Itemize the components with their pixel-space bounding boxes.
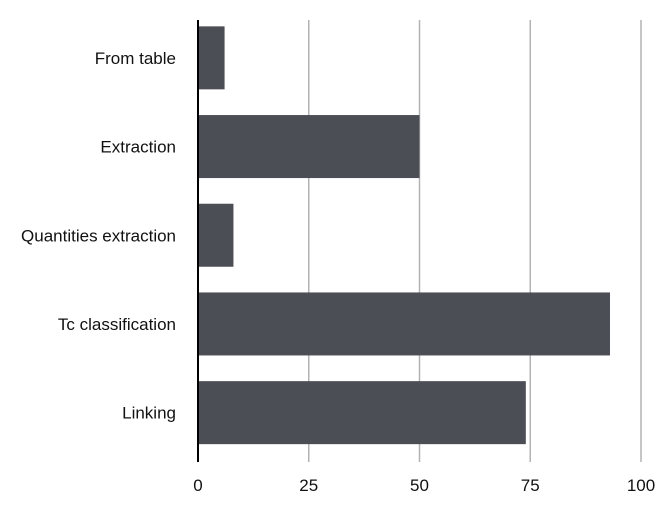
category-label: Tc classification [58,315,176,334]
bar-0 [198,26,225,90]
bars [198,26,610,445]
bar-2 [198,203,234,267]
x-tick-label: 75 [521,476,540,495]
x-tick-label: 50 [410,476,429,495]
category-label: Quantities extraction [21,226,176,245]
x-tick-labels: 0 25 50 75 100 [193,476,655,495]
x-tick-label: 100 [627,476,655,495]
category-label: From table [95,49,176,68]
bar-1 [198,115,420,179]
x-tick-label: 0 [193,476,202,495]
category-label: Extraction [100,138,176,157]
bar-3 [198,292,610,356]
bar-4 [198,381,526,445]
category-label: Linking [122,404,176,423]
category-labels: From table Extraction Quantities extractio… [21,49,176,423]
x-tick-label: 25 [299,476,318,495]
